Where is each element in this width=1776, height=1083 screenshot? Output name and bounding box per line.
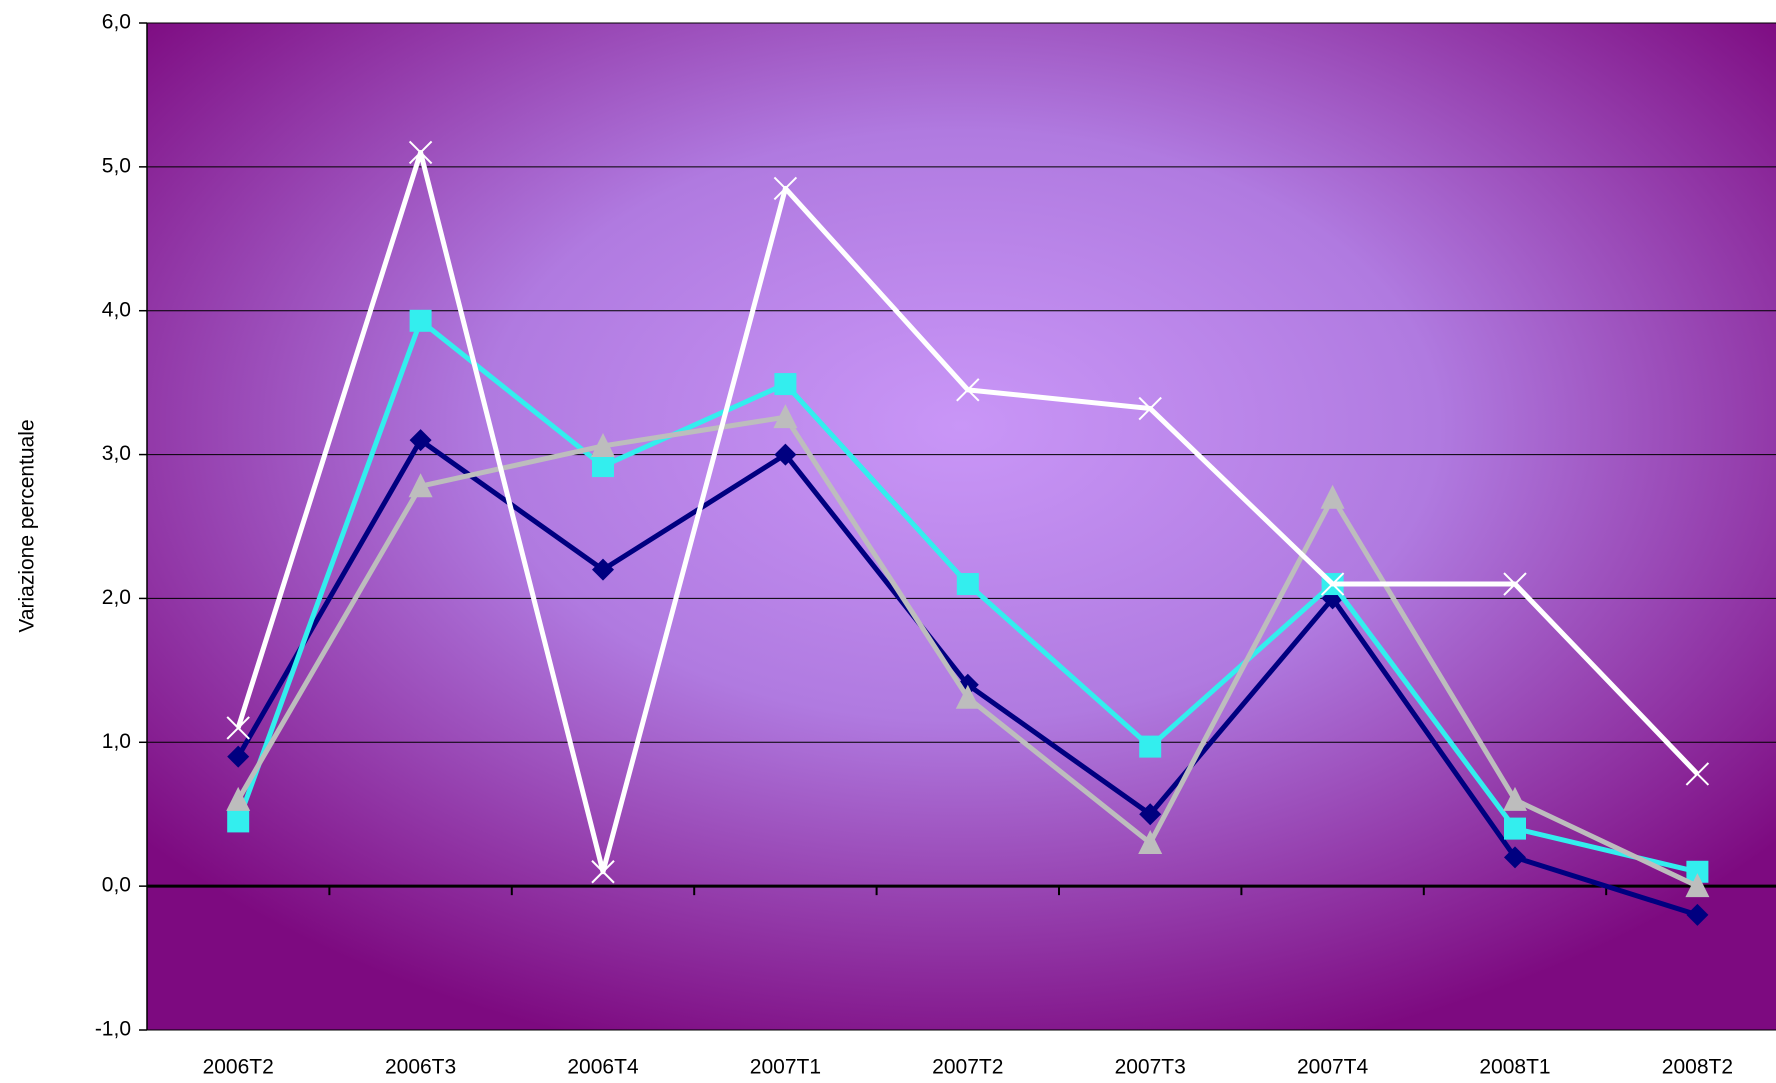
y-tick-label: 5,0 (102, 154, 131, 177)
y-tick-label: 2,0 (102, 586, 131, 609)
marker (1504, 846, 1526, 869)
x-tick-label: 2007T2 (932, 1056, 1003, 1079)
y-tick-label: 1,0 (102, 730, 131, 753)
marker (1320, 572, 1345, 596)
marker (773, 404, 798, 429)
marker (1139, 735, 1162, 758)
marker (774, 373, 797, 396)
plot-area (147, 23, 1776, 1030)
marker (226, 786, 251, 811)
marker (774, 443, 797, 466)
marker (773, 176, 798, 201)
marker (1503, 786, 1527, 811)
marker (1139, 803, 1162, 826)
marker (1686, 903, 1709, 926)
x-tick-label: 2007T4 (1297, 1056, 1369, 1079)
y-axis-label: Variazione percentuale (16, 419, 39, 632)
x-tick-label: 2008T1 (1479, 1056, 1550, 1079)
x-tick-label: 2006T3 (385, 1056, 456, 1079)
marker (1685, 762, 1710, 786)
marker (1504, 817, 1526, 840)
marker (409, 309, 432, 332)
marker (227, 745, 250, 768)
marker (955, 684, 980, 709)
marker (591, 860, 615, 884)
marker (1138, 829, 1163, 854)
marker (1503, 572, 1527, 596)
marker (1686, 860, 1709, 883)
y-tick-label: -1,0 (95, 1018, 131, 1041)
marker (226, 716, 250, 740)
marker (592, 455, 614, 478)
marker (956, 378, 980, 402)
marker (591, 432, 615, 457)
x-tick-label: 2007T3 (1115, 1056, 1186, 1079)
marker (408, 473, 433, 498)
y-tick-label: 3,0 (102, 442, 131, 465)
x-tick-label: 2007T1 (750, 1056, 821, 1079)
x-tick-label: 2008T2 (1662, 1056, 1733, 1079)
marker (592, 558, 614, 581)
marker (956, 573, 979, 596)
marker (1138, 396, 1162, 421)
marker (408, 140, 433, 165)
marker (1685, 873, 1710, 898)
x-tick-label: 2006T4 (567, 1056, 639, 1079)
marker (227, 810, 250, 833)
marker (409, 429, 432, 452)
x-tick-label: 2006T2 (203, 1056, 274, 1079)
y-tick-label: 0,0 (102, 874, 131, 897)
y-tick-label: 4,0 (102, 298, 131, 321)
y-tick-label: 6,0 (102, 11, 131, 34)
marker (1320, 484, 1345, 509)
